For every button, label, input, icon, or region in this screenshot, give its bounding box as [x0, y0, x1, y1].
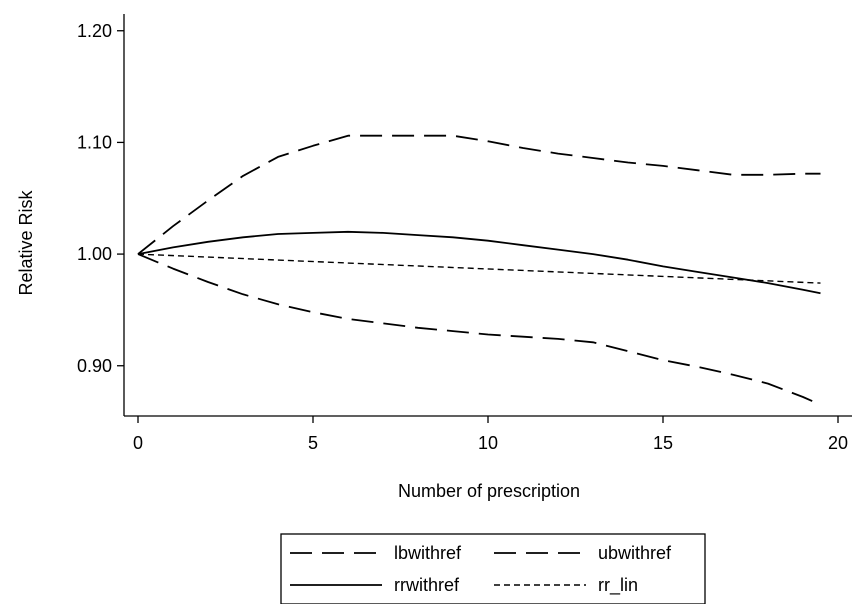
x-tick-label: 0 [133, 433, 143, 453]
y-tick-label: 1.00 [77, 244, 112, 264]
x-tick-label: 20 [828, 433, 848, 453]
axes [123, 14, 852, 417]
y-tick-label: 0.90 [77, 356, 112, 376]
x-tick-label: 10 [478, 433, 498, 453]
x-tick-label: 5 [308, 433, 318, 453]
legend-label-lbwithref: lbwithref [394, 543, 462, 563]
y-axis-title: Relative Risk [16, 189, 36, 295]
series-line-rr-lin [137, 253, 821, 284]
legend: lbwithref ubwithref rrwithref rr_lin [280, 533, 706, 604]
series-line-ubwithref [137, 134, 821, 255]
y-tick-label: 1.10 [77, 132, 112, 152]
legend-label-rr-lin: rr_lin [598, 575, 638, 596]
y-tick-label: 1.20 [77, 21, 112, 41]
y-axis-ticks: 0.90 1.00 1.10 1.20 [77, 21, 124, 376]
legend-box [280, 533, 706, 604]
legend-label-rrwithref: rrwithref [394, 575, 460, 595]
plot-series [137, 134, 821, 406]
series-line-rrwithref [137, 230, 821, 295]
x-axis-ticks: 0 5 10 15 20 [133, 416, 848, 453]
legend-label-ubwithref: ubwithref [598, 543, 672, 563]
x-axis-title: Number of prescription [398, 481, 580, 501]
series-line-lbwithref [137, 253, 821, 406]
x-tick-label: 15 [653, 433, 673, 453]
